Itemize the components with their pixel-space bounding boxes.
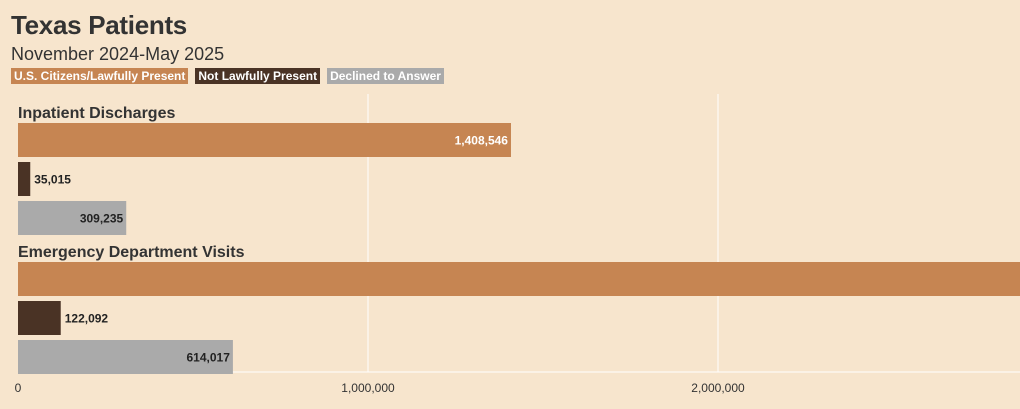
- legend-item-citizens: U.S. Citizens/Lawfully Present: [11, 68, 189, 84]
- legend-item-declined: Declined to Answer: [327, 68, 444, 84]
- bar-value-label: 614,017: [187, 351, 231, 365]
- legend-item-not-lawfully-present: Not Lawfully Present: [195, 68, 321, 84]
- x-tick-label: 0: [15, 381, 22, 395]
- x-tick-label: 2,000,000: [691, 381, 745, 395]
- chart-subtitle: November 2024-May 2025: [11, 44, 225, 64]
- bar: [18, 301, 61, 335]
- bar: [18, 262, 1020, 296]
- bar-value-label: 1,408,546: [455, 134, 509, 148]
- category-label: Inpatient Discharges: [18, 105, 175, 122]
- bar-value-label: 35,015: [34, 173, 71, 187]
- chart-title: Texas Patients: [11, 10, 187, 40]
- bar: [18, 162, 31, 196]
- bar-value-label: 309,235: [80, 212, 124, 226]
- x-tick-label: 1,000,000: [341, 381, 395, 395]
- legend: U.S. Citizens/Lawfully Present Not Lawfu…: [11, 68, 444, 84]
- bar: [18, 123, 511, 157]
- bar: [18, 340, 233, 374]
- bar: [18, 201, 127, 235]
- bar-value-label: 122,092: [65, 312, 109, 326]
- category-label: Emergency Department Visits: [18, 244, 245, 261]
